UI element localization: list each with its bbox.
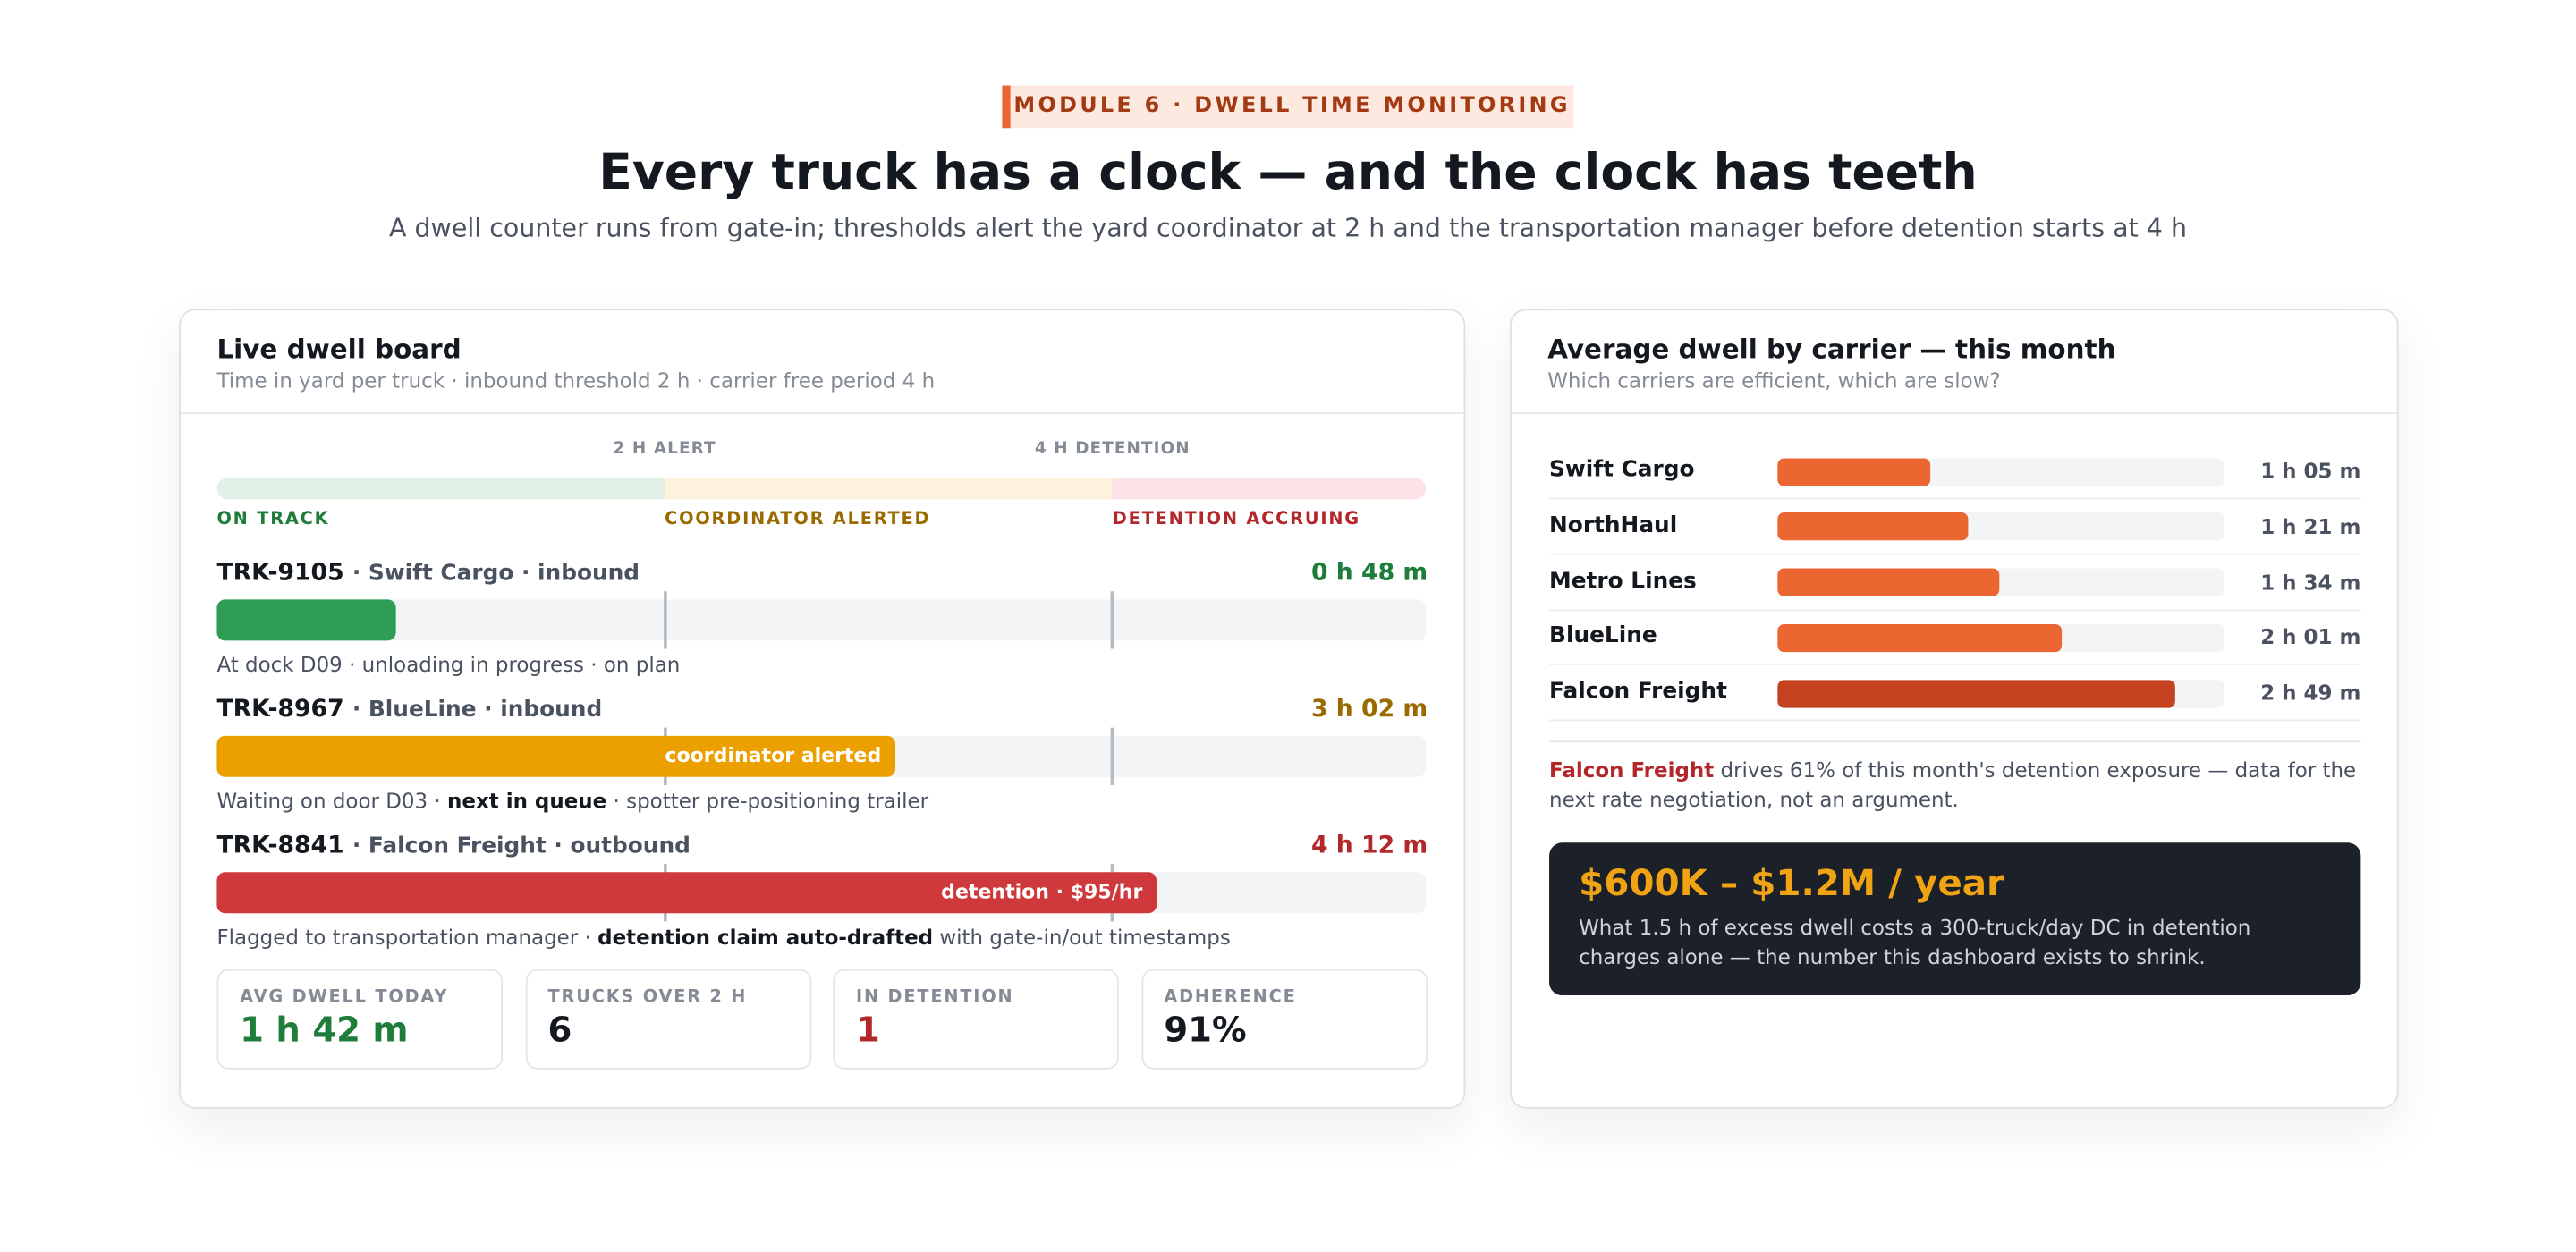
bar-label: detention · $95/hr bbox=[941, 880, 1143, 904]
chart-subtitle: Which carriers are efficient, which are … bbox=[1547, 368, 2001, 393]
stat-value: 91% bbox=[1164, 1010, 1247, 1050]
truck-details: · Falcon Freight · outbound bbox=[352, 833, 691, 859]
threshold-line bbox=[1110, 591, 1114, 649]
stat-label: IN DETENTION bbox=[855, 986, 1014, 1007]
stat-value: 1 bbox=[855, 1010, 880, 1050]
dwell-bar: coordinator alerted bbox=[216, 735, 896, 777]
zone-band bbox=[665, 478, 1113, 500]
stat-label: TRUCKS OVER 2 H bbox=[547, 986, 748, 1007]
note-text: Flagged to transportation manager · bbox=[216, 925, 598, 950]
callout-headline: $600K – $1.2M / year bbox=[1579, 864, 2004, 906]
divider bbox=[181, 412, 1464, 414]
value-label: 2 h 01 m bbox=[2260, 624, 2361, 650]
truck-details: · BlueLine · inbound bbox=[352, 696, 603, 723]
truck-id: TRK-8841 bbox=[216, 833, 344, 859]
page-subtitle: A dwell counter runs from gate-in; thres… bbox=[388, 213, 2188, 243]
threshold-label: 2 H ALERT bbox=[613, 440, 716, 459]
zone-label: COORDINATOR ALERTED bbox=[665, 509, 931, 529]
zone-label: DETENTION ACCRUING bbox=[1112, 509, 1360, 529]
divider bbox=[1511, 412, 2397, 414]
card-title: Live dwell board bbox=[216, 333, 462, 365]
dwell-board-card: Live dwell board Time in yard per truck … bbox=[179, 309, 1466, 1109]
insight-note: Falcon Freight drives 61% of this month'… bbox=[1549, 756, 2370, 813]
truck-dwell: 0 h 48 m bbox=[1311, 560, 1428, 587]
bar bbox=[1777, 679, 2175, 708]
callout: $600K – $1.2M / year What 1.5 h of exces… bbox=[1549, 842, 2361, 996]
category-label: BlueLine bbox=[1549, 622, 1657, 650]
chart-title: Average dwell by carrier — this month bbox=[1547, 333, 2116, 365]
stat-box: IN DETENTION 1 bbox=[833, 969, 1119, 1070]
dwell-bar bbox=[216, 599, 396, 641]
note-highlight: Falcon Freight bbox=[1549, 757, 1715, 782]
note-strong: next in queue bbox=[447, 788, 607, 814]
truck-id: TRK-8967 bbox=[216, 696, 344, 723]
truck-header: TRK-8841 · Falcon Freight · outbound bbox=[216, 833, 690, 859]
truck-note: At dock D09 · unloading in progress · on… bbox=[216, 652, 680, 677]
bar bbox=[1777, 457, 1931, 486]
stat-box: TRUCKS OVER 2 H 6 bbox=[524, 969, 811, 1070]
row-divider bbox=[1549, 553, 2361, 555]
stat-label: ADHERENCE bbox=[1164, 986, 1297, 1007]
row-divider bbox=[1549, 664, 2361, 666]
truck-header: TRK-8967 · BlueLine · inbound bbox=[216, 697, 602, 723]
row-divider bbox=[1549, 497, 2361, 500]
stat-label: AVG DWELL TODAY bbox=[240, 986, 449, 1007]
category-label: Swift Cargo bbox=[1549, 456, 1695, 484]
zone-label: ON TRACK bbox=[216, 509, 330, 529]
bar bbox=[1777, 623, 2063, 652]
value-label: 1 h 05 m bbox=[2260, 458, 2361, 484]
module-badge: MODULE 6 · DWELL TIME MONITORING bbox=[1002, 85, 1574, 129]
divider bbox=[1549, 740, 2361, 743]
value-label: 2 h 49 m bbox=[2260, 680, 2361, 706]
page-title: Every truck has a clock — and the clock … bbox=[598, 144, 1978, 202]
row-divider bbox=[1549, 719, 2361, 722]
note-text: · spotter pre-positioning trailer bbox=[606, 788, 929, 814]
category-label: Falcon Freight bbox=[1549, 678, 1727, 706]
card-subtitle: Time in yard per truck · inbound thresho… bbox=[216, 368, 936, 393]
dwell-bar: detention · $95/hr bbox=[216, 872, 1157, 914]
truck-note: Flagged to transportation manager · dete… bbox=[216, 925, 1230, 950]
zone-band bbox=[1112, 478, 1427, 500]
threshold-line bbox=[1110, 727, 1114, 785]
threshold-label: 4 H DETENTION bbox=[1034, 440, 1191, 459]
note-strong: detention claim auto-drafted bbox=[597, 925, 934, 950]
note-text: with gate-in/out timestamps bbox=[933, 925, 1231, 950]
bar bbox=[1777, 512, 1969, 541]
note-text: At dock D09 · unloading in progress · on… bbox=[216, 652, 681, 677]
truck-dwell: 4 h 12 m bbox=[1311, 833, 1428, 859]
category-label: NorthHaul bbox=[1549, 512, 1678, 539]
bar bbox=[1777, 568, 1999, 596]
note-text: Waiting on door D03 · bbox=[216, 788, 448, 814]
callout-text: What 1.5 h of excess dwell costs a 300-t… bbox=[1579, 915, 2251, 969]
category-label: Metro Lines bbox=[1549, 567, 1697, 595]
truck-note: Waiting on door D03 · next in queue · sp… bbox=[216, 789, 928, 814]
stat-box: ADHERENCE 91% bbox=[1140, 969, 1428, 1070]
stat-box: AVG DWELL TODAY 1 h 42 m bbox=[216, 969, 504, 1070]
carrier-card: Average dwell by carrier — this month Wh… bbox=[1509, 309, 2399, 1109]
truck-details: · Swift Cargo · inbound bbox=[352, 560, 640, 587]
value-label: 1 h 21 m bbox=[2260, 513, 2361, 539]
zone-band bbox=[216, 478, 665, 500]
bar-label: coordinator alerted bbox=[665, 744, 882, 767]
value-label: 1 h 34 m bbox=[2260, 569, 2361, 595]
truck-id: TRK-9105 bbox=[216, 560, 344, 587]
row-divider bbox=[1549, 608, 2361, 611]
bar-track bbox=[216, 599, 1427, 641]
threshold-line bbox=[663, 591, 666, 649]
truck-dwell: 3 h 02 m bbox=[1311, 696, 1428, 723]
note-text: drives 61% of this month's detention exp… bbox=[1549, 757, 2357, 811]
stat-value: 6 bbox=[547, 1010, 572, 1050]
stat-value: 1 h 42 m bbox=[240, 1010, 409, 1050]
truck-header: TRK-9105 · Swift Cargo · inbound bbox=[216, 560, 640, 586]
